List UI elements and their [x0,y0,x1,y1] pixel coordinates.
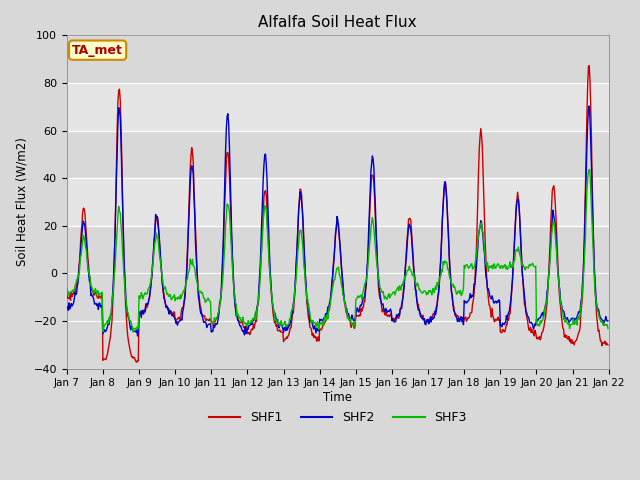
SHF3 [586,167,593,172]
SHF3 [212,316,220,322]
SHF1 [420,317,428,323]
SHF3 [420,288,428,294]
Bar [67,178,609,226]
Line: SHF2: SHF2 [67,106,608,336]
Y-axis label: Soil Heat Flux (W/m2): Soil Heat Flux (W/m2) [15,137,28,266]
SHF1 [586,63,593,69]
Title: Alfalfa Soil Heat Flux: Alfalfa Soil Heat Flux [259,15,417,30]
SHF2 [73,290,81,296]
SHF2 [134,333,141,339]
SHF1 [604,342,612,348]
SHF1 [63,291,70,297]
SHF2 [184,238,192,243]
SHF2 [404,233,412,239]
X-axis label: Time: Time [323,391,352,404]
SHF3 [73,277,81,283]
SHF3 [63,286,70,292]
SHF2 [604,318,612,324]
Legend: SHF1, SHF2, SHF3: SHF1, SHF2, SHF3 [204,406,472,429]
SHF1 [212,315,220,321]
SHF3 [404,267,412,273]
SHF1 [129,354,136,360]
SHF2 [212,322,220,327]
SHF2 [420,316,428,322]
Bar [67,83,609,131]
SHF2 [63,304,70,310]
SHF1 [133,360,141,365]
SHF3 [129,329,137,335]
SHF1 [184,234,192,240]
SHF1 [73,283,81,288]
Text: TA_met: TA_met [72,44,123,57]
SHF3 [184,272,192,277]
SHF2 [129,325,136,331]
Line: SHF1: SHF1 [67,66,608,362]
SHF3 [604,325,612,331]
SHF2 [586,103,593,109]
SHF1 [404,229,412,235]
SHF3 [99,329,107,335]
Line: SHF3: SHF3 [67,169,608,332]
